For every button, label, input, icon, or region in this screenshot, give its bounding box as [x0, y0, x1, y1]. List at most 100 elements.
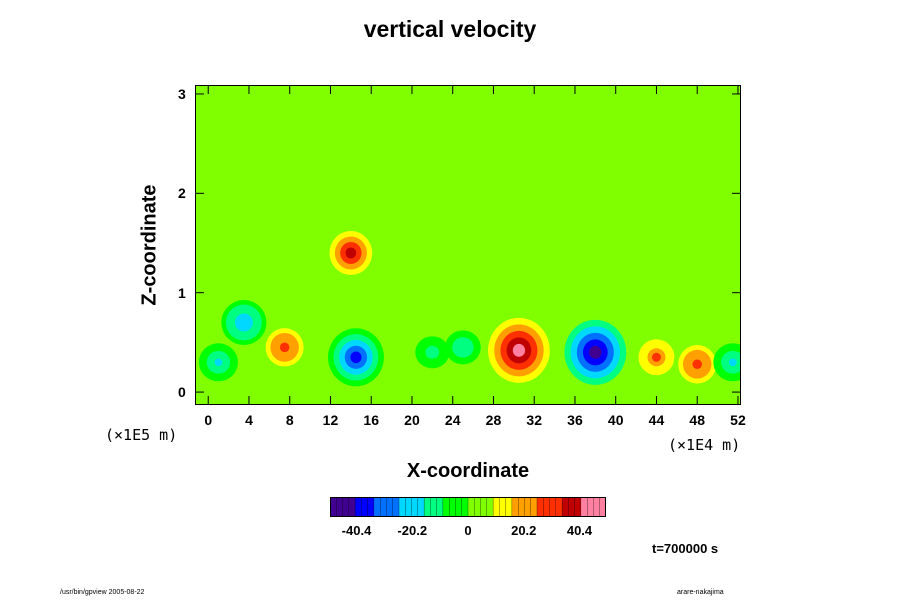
colorbar-cell: [455, 496, 463, 518]
heatmap-contour: [589, 345, 602, 359]
colorbar-cell: [442, 496, 450, 518]
colorbar-cell: [367, 496, 375, 518]
y-axis-label: Z-coordinate: [138, 184, 161, 306]
colorbar-cell: [336, 496, 343, 518]
colorbar-cell: [593, 496, 601, 518]
colorbar-cell: [392, 496, 400, 518]
colorbar-cell: [587, 496, 594, 518]
heatmap-contour: [345, 247, 357, 259]
colorbar-cell: [492, 496, 500, 518]
x-axis-label: X-coordinate: [406, 460, 530, 482]
heatmap-feature: [445, 330, 481, 365]
x-tick-label: 52: [730, 412, 746, 428]
colorbar: [329, 496, 607, 518]
heatmap-canvas: [196, 86, 753, 404]
x-tick-label: 16: [363, 412, 380, 428]
y-tick-label: 2: [178, 185, 186, 202]
x-scale-note: (×1E4 m): [668, 436, 741, 454]
colorbar-cell: [524, 496, 532, 518]
x-tick-label: 48: [689, 412, 705, 428]
colorbar-cell: [354, 496, 362, 518]
colorbar-cell: [486, 496, 494, 518]
colorbar-cell: [555, 496, 563, 518]
y-tick-label: 3: [178, 85, 186, 102]
x-tick-label: 36: [567, 412, 583, 428]
heatmap-feature: [327, 328, 384, 387]
colorbar-cell: [580, 496, 588, 518]
heatmap-feature: [564, 319, 627, 385]
y-tick-label: 0: [178, 384, 186, 401]
heatmap-feature: [324, 225, 378, 281]
colorbar-cell: [561, 496, 569, 518]
colorbar-cell: [380, 496, 387, 518]
colorbar-cell: [467, 496, 475, 518]
heatmap-feature: [221, 300, 267, 346]
heatmap-feature: [673, 340, 721, 389]
colorbar-cell: [499, 496, 507, 518]
heatmap-feature: [488, 317, 550, 383]
x-tick-label: 40: [607, 412, 624, 428]
heatmap-contour: [428, 349, 436, 356]
colorbar-cell: [536, 496, 544, 518]
x-tick-label: 0: [204, 412, 213, 428]
colorbar-cell: [373, 496, 381, 518]
time-label: t=700000 s: [652, 541, 719, 556]
colorbar-tick-label: -40.4: [341, 523, 372, 538]
colorbar-cell: [549, 496, 557, 518]
colorbar-cell: [518, 496, 525, 518]
heatmap-contour: [459, 343, 467, 351]
x-tick-label: 32: [526, 412, 542, 428]
footer-right: arare-nakajima: [677, 589, 724, 596]
colorbar-tick-label: 40.4: [566, 523, 593, 538]
x-tick-label: 24: [444, 412, 461, 428]
colorbar-cell: [543, 496, 550, 518]
colorbar-cell: [449, 496, 456, 518]
colorbar-cell: [361, 496, 369, 518]
colorbar-cell: [474, 496, 481, 518]
colorbar-tick-label: 20.2: [511, 523, 537, 538]
footer-left: /usr/bin/gpview 2005-08-22: [60, 589, 145, 596]
x-tick-label: 8: [285, 412, 294, 428]
colorbar-cell: [386, 496, 394, 518]
chart-title: vertical velocity: [363, 16, 537, 42]
plot-area: [195, 85, 753, 405]
colorbar-cell: [574, 496, 582, 518]
heatmap-feature: [198, 343, 238, 382]
colorbar-cell: [568, 496, 576, 518]
heatmap-contour: [512, 343, 526, 357]
colorbar-cell: [411, 496, 419, 518]
colorbar-frame: [330, 497, 606, 517]
heatmap-contour: [350, 351, 362, 364]
colorbar-cell: [342, 496, 350, 518]
x-tick-label: 20: [404, 412, 420, 428]
colorbar-gradient: [329, 496, 607, 518]
x-tick-label: 12: [322, 412, 339, 428]
colorbar-cell: [405, 496, 412, 518]
x-tick-label: 44: [648, 412, 665, 428]
heatmap-feature: [633, 334, 679, 380]
x-tick-label: 4: [245, 412, 253, 428]
colorbar-cell: [461, 496, 469, 518]
axis-ticks: [196, 86, 740, 404]
x-tick-label: 28: [485, 412, 502, 428]
colorbar-cell: [417, 496, 425, 518]
heatmap-contour: [728, 358, 737, 367]
colorbar-tick-label: -20.2: [397, 523, 428, 538]
colorbar-cell: [511, 496, 519, 518]
heatmap-contour: [692, 359, 702, 370]
colorbar-tick-label: 0: [464, 523, 472, 538]
colorbar-cell: [480, 496, 488, 518]
colorbar-cell: [430, 496, 438, 518]
colorbar-cell: [530, 496, 538, 518]
y-tick-label: 1: [178, 284, 186, 301]
colorbar-cell: [436, 496, 444, 518]
heatmap-feature: [260, 323, 309, 372]
heatmap-contour: [214, 358, 223, 367]
colorbar-cell: [423, 496, 431, 518]
colorbar-cell: [505, 496, 513, 518]
z-scale-note: (×1E5 m): [105, 426, 178, 444]
heatmap-contour: [279, 342, 290, 353]
colorbar-cell: [348, 496, 356, 518]
heatmap-feature: [415, 336, 450, 369]
colorbar-cell: [398, 496, 406, 518]
